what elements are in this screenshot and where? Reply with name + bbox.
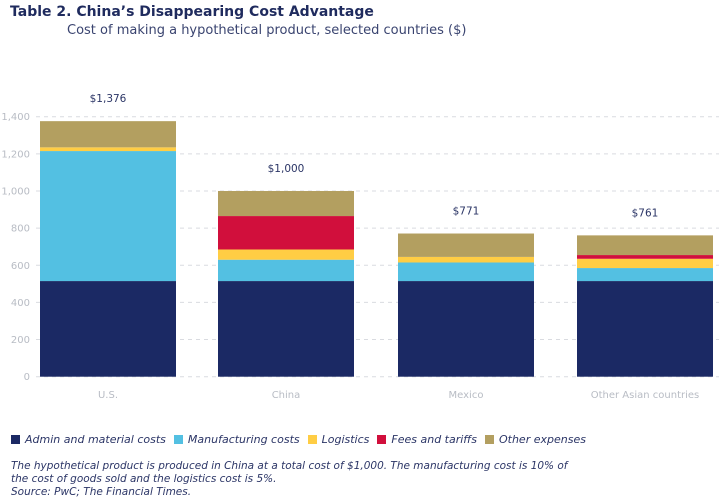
legend-label: Fees and tariffs [391,433,477,446]
y-tick-label: 800 [11,224,30,235]
footnote: The hypothetical product is produced in … [11,460,611,499]
footnote-source: Source: PwC; The Financial Times. [11,486,192,498]
y-tick-label: 1,000 [1,186,30,197]
bar-segment [398,262,534,282]
bar-segment [218,281,354,377]
stacked-bar-chart: 0 200 400 600 800 1,000 1,200 1,400 $1,376 $1,00… [1,93,719,401]
chart-title: Table 2. China’s Disappearing Cost Advan… [10,4,374,20]
legend-item-other: Other expenses [484,433,586,446]
bar-segment [398,281,534,377]
legend-swatch [307,435,317,444]
legend-label: Logistics [321,433,370,446]
bar-segment [577,235,713,256]
legend: Admin and material costs Manufacturing c… [11,433,588,446]
y-axis: 0 200 400 600 800 1,000 1,200 1,400 [1,112,30,383]
chart-subtitle: Cost of making a hypothetical product, s… [67,23,467,38]
legend-swatch [377,435,387,444]
x-tick-label: U.S. [98,390,118,401]
bar-segment [577,281,713,377]
bar-segment [218,259,354,282]
y-tick-label: 0 [24,372,30,383]
bar-segment [40,281,176,377]
legend-item-fees: Fees and tariffs [377,433,477,446]
bar-segment [398,233,534,257]
bar-segment [40,147,176,152]
legend-label: Other expenses [498,433,586,446]
total-labels: $1,376 $1,000 $771 $761 [90,93,659,219]
bar-segment [577,268,713,282]
y-tick-label: 400 [11,298,30,309]
legend-item-logistics: Logistics [307,433,370,446]
bars [40,121,713,377]
total-label: $761 [632,207,659,219]
total-label: $771 [453,206,480,218]
footnote-line-1: The hypothetical product is produced in … [11,460,568,472]
legend-label: Admin and material costs [25,433,166,446]
legend-swatch [484,435,494,444]
y-tick-label: 1,200 [1,149,30,160]
legend-item-admin: Admin and material costs [11,433,166,446]
bar-segment [577,258,713,269]
total-label: $1,000 [268,163,305,175]
bar-segment [577,255,713,259]
legend-label: Manufacturing costs [187,433,300,446]
bar-segment [398,256,534,263]
bar-segment [218,190,354,217]
y-tick-label: 200 [11,335,30,346]
footnote-line-2: the cost of goods sold and the logistics… [11,473,277,485]
total-label: $1,376 [90,93,127,105]
bar-segment [40,151,176,282]
bar-segment [40,121,176,148]
legend-item-manufacturing: Manufacturing costs [173,433,300,446]
x-tick-label: China [272,390,301,401]
legend-swatch [11,435,20,444]
y-tick-label: 600 [11,261,30,272]
legend-swatch [173,435,183,444]
bar-segment [218,216,354,250]
bar-segment [218,249,354,260]
x-axis: U.S. China Mexico Other Asian countries [98,390,699,401]
x-tick-label: Other Asian countries [591,390,700,401]
x-tick-label: Mexico [449,390,484,401]
y-tick-label: 1,400 [1,112,30,123]
